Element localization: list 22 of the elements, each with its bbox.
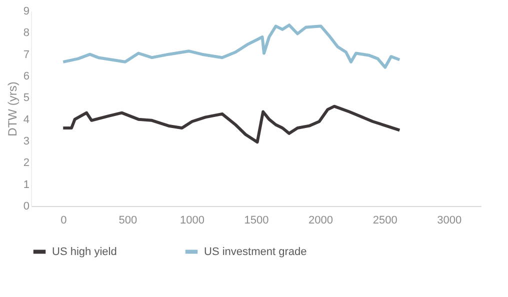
- x-tick-label: 3000: [437, 214, 462, 226]
- y-tick-label: 1: [23, 178, 30, 191]
- x-tick-label: 2000: [308, 214, 334, 226]
- y-tick-label: 0: [23, 200, 30, 212]
- y-tick-label: 3: [23, 136, 30, 148]
- x-tick-label: 1000: [180, 214, 204, 226]
- y-tick-label: 6: [23, 70, 30, 82]
- line-series: [62, 104, 402, 144]
- x-tick-label: 500: [118, 214, 138, 226]
- x-tick-label: 2500: [372, 214, 398, 226]
- y-tick-label: 4: [23, 114, 30, 126]
- legend-label: US high yield: [52, 246, 117, 258]
- x-tick-label: 0: [60, 214, 67, 226]
- y-tick-label: 2: [23, 157, 30, 170]
- y-tick-label: 7: [23, 48, 30, 61]
- line-series: [62, 24, 402, 69]
- legend-label: US investment grade: [204, 246, 307, 258]
- y-tick-label: 5: [23, 92, 30, 104]
- y-tick-label: 9: [23, 6, 30, 18]
- x-tick-label: 1500: [244, 214, 269, 226]
- y-axis-title: DTW (yrs): [5, 82, 20, 136]
- y-tick-label: 8: [23, 27, 30, 40]
